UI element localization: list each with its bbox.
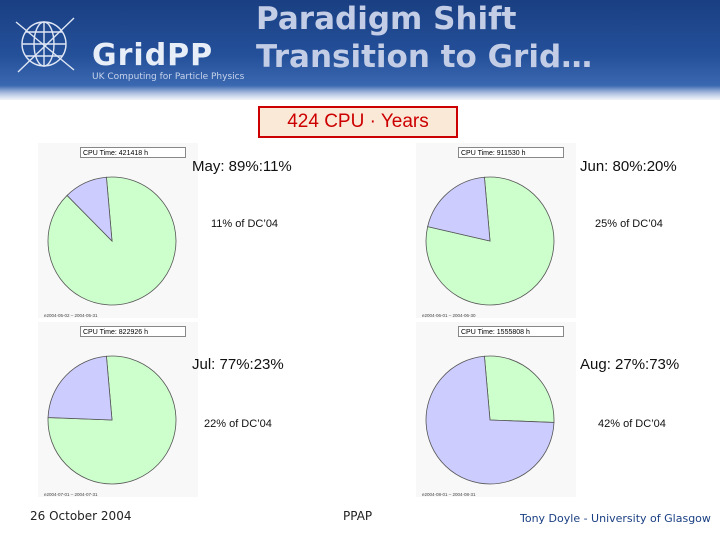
- gridpp-logo: GridPP UK Computing for Particle Physics: [14, 12, 254, 82]
- footer-center: PPAP: [343, 509, 373, 523]
- logo-subtitle: UK Computing for Particle Physics: [92, 72, 245, 82]
- pie-chart-aug: [425, 355, 555, 485]
- cpu-time-label: CPU Time: 421418 h: [80, 147, 186, 158]
- pie-panel-aug: CPU Time: 1555808 h e2004-08-01 – 2004-0…: [416, 322, 576, 497]
- pie-chart-may: [47, 176, 177, 306]
- dc-note-jun: 25% of DC’04: [595, 218, 663, 230]
- header-fade: [0, 86, 720, 102]
- date-range-label: e2004-05-02 – 2004-05-31: [44, 313, 98, 318]
- pie-slice-aug-a: [483, 355, 555, 423]
- title-line-1: Paradigm Shift: [256, 1, 517, 37]
- date-range-label: e2004-06-01 – 2004-06-30: [422, 313, 476, 318]
- pie-chart-jun: [425, 176, 555, 306]
- cpu-time-label: CPU Time: 911530 h: [458, 147, 564, 158]
- title-line-2: Transition to Grid…: [256, 39, 593, 75]
- cpu-time-label: CPU Time: 822926 h: [80, 326, 186, 337]
- cpu-time-label: CPU Time: 1555808 h: [458, 326, 564, 337]
- footer-author: Tony Doyle - University of Glasgow: [520, 512, 711, 525]
- pie-slice-aug-b: [425, 355, 555, 485]
- slide-title: Paradigm Shift Transition to Grid…: [256, 0, 592, 76]
- grid-globe-icon: [15, 17, 75, 73]
- cpu-total-box: 424 CPU · Years: [258, 106, 458, 138]
- month-label-jul: Jul: 77%:23%: [192, 356, 284, 373]
- dc-note-jul: 22% of DC’04: [204, 418, 272, 430]
- footer-date: 26 October 2004: [30, 509, 132, 523]
- pie-chart-jul: [47, 355, 177, 485]
- logo-name: GridPP: [92, 38, 214, 73]
- month-label-aug: Aug: 27%:73%: [580, 356, 680, 373]
- pie-slice-jun-b: [427, 176, 491, 242]
- pie-panel-may: CPU Time: 421418 h e2004-05-02 – 2004-05…: [38, 143, 198, 318]
- dc-note-aug: 42% of DC’04: [598, 418, 666, 430]
- pie-slice-may-b: [66, 176, 113, 243]
- dc-note-may: 11% of DC’04: [211, 218, 279, 230]
- pie-slice-jul-b: [47, 355, 113, 421]
- pie-panel-jul: CPU Time: 822926 h e2004-07-01 – 2004-07…: [38, 322, 198, 497]
- month-label-jun: Jun: 80%:20%: [580, 158, 677, 175]
- month-label-may: May: 89%:11%: [192, 158, 292, 175]
- date-range-label: e2004-08-01 – 2004-08-31: [422, 492, 476, 497]
- slide-header: GridPP UK Computing for Particle Physics…: [0, 0, 720, 100]
- date-range-label: e2004-07-01 – 2004-07-31: [44, 492, 98, 497]
- pie-panel-jun: CPU Time: 911530 h e2004-06-01 – 2004-06…: [416, 143, 576, 318]
